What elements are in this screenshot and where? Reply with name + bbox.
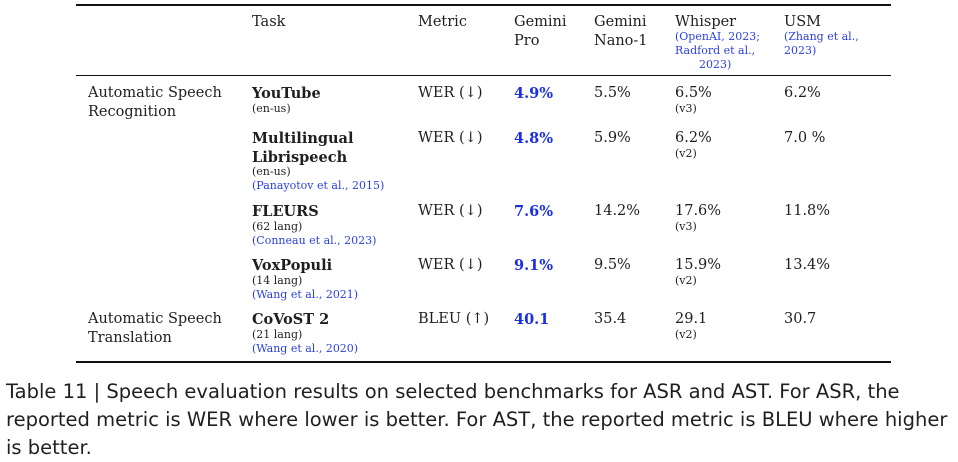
gemini-nano-cell: 5.9% bbox=[594, 130, 631, 146]
header-gemini-nano: Gemini Nano-1 bbox=[594, 13, 648, 51]
task-name: FLEURS bbox=[252, 203, 319, 220]
usm-cell: 6.2% bbox=[784, 85, 821, 101]
task-citation: (Conneau et al., 2023) bbox=[252, 234, 377, 247]
category-asr-line2: Recognition bbox=[88, 104, 177, 120]
category-ast: Automatic Speech Translation bbox=[88, 310, 222, 348]
task-detail: (62 lang) bbox=[252, 220, 303, 233]
whisper-version: (v2) bbox=[675, 147, 697, 160]
task-detail: (en-us) bbox=[252, 102, 291, 115]
usm-cite-line1: (Zhang et al., bbox=[784, 30, 859, 43]
header-metric: Metric bbox=[418, 14, 467, 30]
header-gemini-pro: Gemini Pro bbox=[514, 13, 567, 51]
whisper-cite-line3: 2023) bbox=[699, 58, 732, 71]
whisper-version: (v3) bbox=[675, 220, 697, 233]
task-name: YouTube bbox=[252, 85, 321, 102]
task-name: CoVoST 2 bbox=[252, 311, 330, 328]
header-task: Task bbox=[252, 14, 286, 30]
usm-cell: 11.8% bbox=[784, 203, 831, 219]
category-ast-line1: Automatic Speech bbox=[88, 311, 222, 327]
header-gemini-pro-line1: Gemini bbox=[514, 14, 567, 30]
task-detail: (en-us) bbox=[252, 165, 291, 178]
task-name-line2: Librispeech bbox=[252, 149, 348, 166]
table-header-rule bbox=[76, 75, 891, 76]
category-asr-line1: Automatic Speech bbox=[88, 85, 222, 101]
metric-cell: WER (↓) bbox=[418, 130, 483, 146]
whisper-cell: 6.2% bbox=[675, 130, 712, 146]
whisper-cite-line2: Radford et al., bbox=[675, 44, 756, 57]
header-usm-citation: (Zhang et al., 2023) bbox=[784, 30, 859, 58]
whisper-version: (v2) bbox=[675, 328, 697, 341]
header-usm: USM bbox=[784, 14, 822, 30]
category-asr: Automatic Speech Recognition bbox=[88, 84, 222, 122]
whisper-cell: 17.6% bbox=[675, 203, 722, 219]
gemini-nano-cell: 35.4 bbox=[594, 311, 627, 327]
gemini-pro-cell: 7.6% bbox=[514, 203, 554, 220]
task-detail: (14 lang) bbox=[252, 274, 303, 287]
usm-cell: 7.0 % bbox=[784, 130, 826, 146]
table-top-rule bbox=[76, 4, 891, 6]
whisper-cell: 6.5% bbox=[675, 85, 712, 101]
whisper-cite-line1: (OpenAI, 2023; bbox=[675, 30, 760, 43]
task-citation: (Panayotov et al., 2015) bbox=[252, 179, 385, 192]
header-gemini-nano-line2: Nano-1 bbox=[594, 33, 648, 49]
header-gemini-nano-line1: Gemini bbox=[594, 14, 647, 30]
whisper-cell: 15.9% bbox=[675, 257, 722, 273]
task-detail: (21 lang) bbox=[252, 328, 303, 341]
header-gemini-pro-line2: Pro bbox=[514, 33, 540, 49]
whisper-version: (v2) bbox=[675, 274, 697, 287]
gemini-pro-cell: 4.8% bbox=[514, 130, 554, 147]
task-name-line1: Multilingual bbox=[252, 130, 354, 147]
usm-cite-line2: 2023) bbox=[784, 44, 817, 57]
metric-cell: WER (↓) bbox=[418, 257, 483, 273]
whisper-cell: 29.1 bbox=[675, 311, 708, 327]
table-bottom-rule bbox=[76, 361, 891, 363]
gemini-pro-cell: 40.1 bbox=[514, 311, 550, 328]
gemini-pro-cell: 9.1% bbox=[514, 257, 554, 274]
category-ast-line2: Translation bbox=[88, 330, 172, 346]
task-name: VoxPopuli bbox=[252, 257, 333, 274]
gemini-nano-cell: 5.5% bbox=[594, 85, 631, 101]
task-citation: (Wang et al., 2021) bbox=[252, 288, 359, 301]
metric-cell: WER (↓) bbox=[418, 85, 483, 101]
metric-cell: WER (↓) bbox=[418, 203, 483, 219]
table-caption: Table 11 | Speech evaluation results on … bbox=[6, 380, 948, 459]
metric-cell: BLEU (↑) bbox=[418, 311, 490, 327]
task-citation: (Wang et al., 2020) bbox=[252, 342, 359, 355]
whisper-version: (v3) bbox=[675, 102, 697, 115]
gemini-pro-cell: 4.9% bbox=[514, 85, 554, 102]
usm-cell: 30.7 bbox=[784, 311, 817, 327]
gemini-nano-cell: 14.2% bbox=[594, 203, 641, 219]
header-whisper: Whisper bbox=[675, 14, 737, 30]
task-name: Multilingual Librispeech bbox=[252, 129, 353, 167]
usm-cell: 13.4% bbox=[784, 257, 831, 273]
header-whisper-citation: (OpenAI, 2023; Radford et al., 2023) bbox=[675, 30, 760, 72]
gemini-nano-cell: 9.5% bbox=[594, 257, 631, 273]
